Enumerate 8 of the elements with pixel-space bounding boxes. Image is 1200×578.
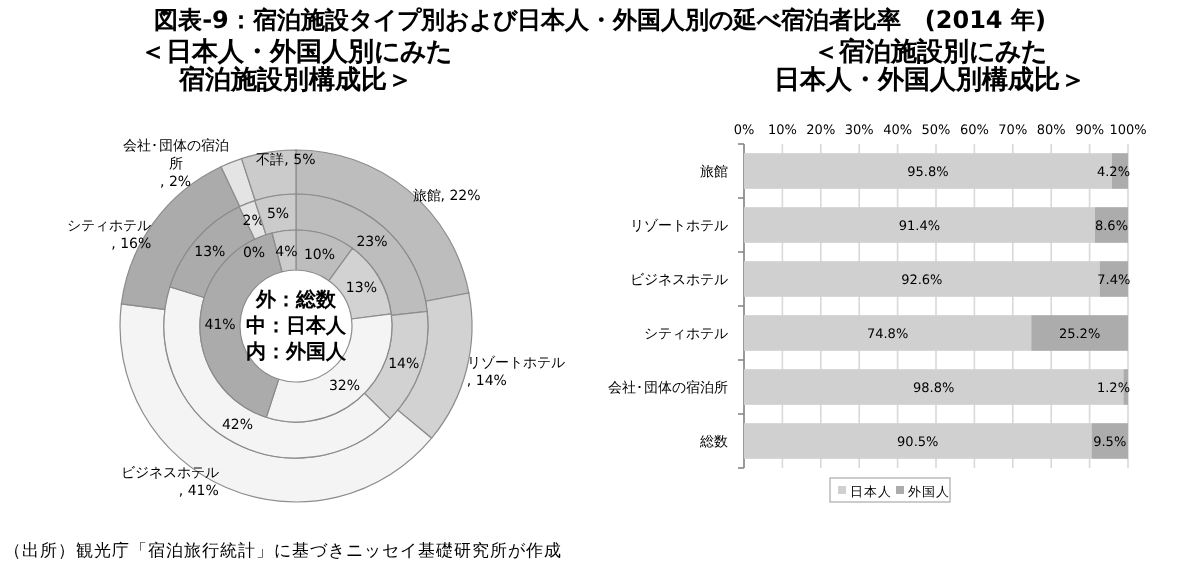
chart-title: 図表-9：宿泊施設タイプ別および日本人・外国人別の延べ宿泊者比率 (2014 年) (154, 6, 1046, 34)
text: 中：日本人 (246, 314, 348, 338)
bar (1031, 315, 1128, 351)
text: （出所）観光庁「宿泊旅行統計」に基づきニッセイ基礎研究所が作成 (4, 540, 562, 562)
chart-subtitle: ＜日本人・外国人別にみた宿泊施設別構成比＞ (140, 38, 452, 96)
text: 外：総数 (254, 288, 338, 312)
text: 内：外国人 (246, 340, 348, 364)
chart-title: ＜宿泊施設別にみた日本人・外国人別構成比＞ (774, 36, 1086, 96)
